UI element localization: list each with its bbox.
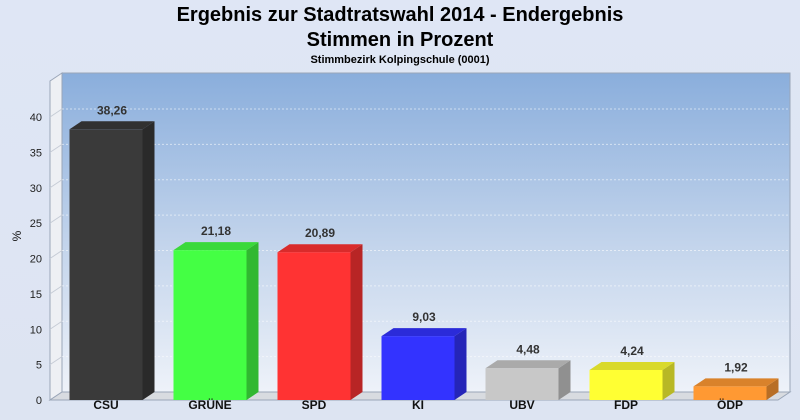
- bar-top: [69, 121, 155, 130]
- gridline-wall: [49, 250, 63, 259]
- bar-top: [693, 378, 779, 387]
- data-label: 38,26: [97, 103, 127, 117]
- gridline-wall: [49, 356, 63, 366]
- bar-csu: [69, 121, 155, 401]
- bar-side: [350, 244, 363, 400]
- bar-top: [589, 362, 675, 371]
- x-tick-label: KI: [412, 398, 424, 412]
- bar-side: [246, 242, 259, 400]
- chart-title: Ergebnis zur Stadtratswahl 2014 - Enderg…: [176, 4, 624, 26]
- bar-front: [173, 250, 247, 400]
- chart-subtitle: Stimmen in Prozent: [306, 29, 494, 51]
- bar-front: [277, 252, 351, 400]
- bar-front: [485, 368, 559, 400]
- gridline-wall: [49, 108, 63, 118]
- y-axis-label: %: [10, 230, 24, 241]
- chart-caption: Stimmbezirk Kolpingschule (0001): [310, 54, 490, 66]
- gridline-wall: [49, 143, 63, 153]
- y-tick-label: 25: [30, 218, 42, 230]
- y-tick-label: 0: [36, 395, 42, 407]
- data-label: 9,03: [412, 310, 436, 324]
- gridline-wall: [49, 214, 63, 224]
- x-tick-label: CSU: [93, 398, 118, 412]
- y-tick-label: 40: [30, 112, 42, 124]
- y-tick-label: 5: [36, 360, 42, 372]
- x-tick-label: SPD: [302, 398, 327, 412]
- bar-fdp: [589, 362, 675, 400]
- gridline-wall: [49, 285, 63, 295]
- bar-side: [662, 362, 675, 400]
- bar-front: [381, 336, 455, 400]
- y-tick-label: 10: [30, 324, 42, 336]
- gridline-wall: [49, 320, 63, 330]
- bar-front: [693, 386, 767, 400]
- bar-side: [558, 360, 571, 400]
- data-label: 4,24: [620, 344, 644, 358]
- data-label: 4,48: [516, 342, 540, 356]
- y-tick-label: 20: [30, 254, 42, 266]
- gridline-wall: [49, 179, 63, 189]
- bar-grüne: [173, 242, 259, 400]
- bar-top: [277, 244, 363, 253]
- x-tick-label: UBV: [509, 398, 534, 412]
- x-tick-label: GRÜNE: [188, 397, 231, 412]
- bar-ki: [381, 328, 467, 400]
- bar-top: [173, 242, 259, 251]
- bar-side: [454, 328, 467, 400]
- plot-left-wall: [49, 72, 63, 401]
- data-label: 1,92: [724, 360, 748, 374]
- bar-front: [69, 129, 143, 401]
- x-tick-label: ÖDP: [717, 397, 743, 412]
- y-tick-label: 30: [30, 183, 42, 195]
- bar-spd: [277, 244, 363, 400]
- bar-top: [381, 328, 467, 337]
- bar-ödp: [693, 378, 779, 400]
- bar-top: [485, 360, 571, 369]
- y-tick-label: 35: [30, 147, 42, 159]
- bar-ubv: [485, 360, 571, 400]
- data-label: 20,89: [305, 226, 335, 240]
- x-tick-label: FDP: [614, 398, 638, 412]
- data-label: 21,18: [201, 224, 231, 238]
- bar-side: [142, 121, 155, 401]
- bar-side: [766, 378, 779, 400]
- bar-front: [589, 370, 663, 400]
- y-tick-label: 15: [30, 289, 42, 301]
